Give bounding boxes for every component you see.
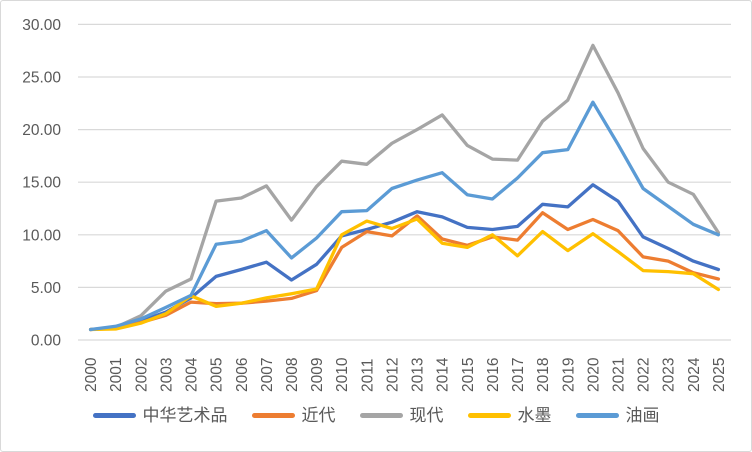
x-axis-tick-label: 2014 bbox=[435, 357, 452, 392]
x-axis-tick-label: 2004 bbox=[184, 357, 201, 392]
legend-label: 油画 bbox=[625, 406, 660, 425]
x-axis-tick-label: 2009 bbox=[309, 358, 326, 392]
x-axis-tick-label: 2000 bbox=[83, 357, 100, 392]
y-axis-tick-label: 0.00 bbox=[31, 333, 62, 350]
series-line-4 bbox=[88, 100, 721, 332]
y-axis-tick-label: 20.00 bbox=[22, 122, 61, 139]
legend-label: 水墨 bbox=[517, 406, 552, 425]
legend-line-swatch bbox=[251, 413, 295, 418]
y-axis-tick-label: 25.00 bbox=[22, 70, 61, 87]
x-axis-tick-label: 2019 bbox=[560, 358, 577, 392]
x-axis-tick-label: 2010 bbox=[334, 357, 351, 392]
legend-item-1: 近代 bbox=[251, 406, 336, 425]
x-axis-tick-label: 2013 bbox=[410, 358, 427, 392]
x-axis-tick-label: 2003 bbox=[158, 358, 175, 392]
legend-item-4: 油画 bbox=[575, 406, 660, 425]
x-axis-tick-label: 2011 bbox=[359, 359, 376, 392]
y-axis-tick-label: 30.00 bbox=[22, 17, 61, 34]
legend-item-3: 水墨 bbox=[467, 406, 552, 425]
series-line-3 bbox=[88, 217, 721, 332]
x-axis-tick-label: 2001 bbox=[108, 358, 125, 392]
x-axis-tick-label: 2024 bbox=[686, 357, 703, 392]
x-axis-tick-label: 2020 bbox=[585, 357, 602, 392]
x-axis-tick-label: 2002 bbox=[133, 358, 150, 392]
legend-line-swatch bbox=[467, 413, 511, 418]
series-line-0 bbox=[88, 183, 721, 332]
x-axis-tick-label: 2022 bbox=[636, 358, 653, 392]
x-axis-tick-label: 2023 bbox=[661, 358, 678, 392]
legend-line-swatch bbox=[359, 413, 403, 418]
x-axis-tick-label: 2012 bbox=[384, 358, 401, 392]
legend-label: 中华艺术品 bbox=[142, 406, 228, 425]
x-axis-tick-label: 2017 bbox=[510, 358, 527, 392]
y-axis-tick-label: 15.00 bbox=[22, 175, 61, 192]
x-axis-tick-label: 2005 bbox=[209, 358, 226, 392]
x-axis-tick-label: 2007 bbox=[259, 358, 276, 392]
legend-line-swatch bbox=[575, 413, 619, 418]
series-line-1 bbox=[88, 211, 721, 332]
x-axis-tick-label: 2021 bbox=[610, 358, 627, 392]
x-axis-tick-label: 2025 bbox=[711, 358, 728, 392]
legend-item-0: 中华艺术品 bbox=[92, 406, 228, 425]
series-line-2 bbox=[88, 43, 721, 332]
legend-line-swatch bbox=[92, 413, 136, 418]
x-axis-tick-label: 2018 bbox=[535, 358, 552, 392]
x-axis-tick-label: 2008 bbox=[284, 358, 301, 392]
chart-legend: 中华艺术品 近代 现代 水墨 油画 bbox=[1, 407, 751, 424]
x-axis-tick-label: 2016 bbox=[485, 358, 502, 392]
legend-item-2: 现代 bbox=[359, 406, 444, 425]
x-axis-tick-label: 2015 bbox=[460, 358, 477, 392]
y-axis-tick-label: 5.00 bbox=[31, 280, 62, 297]
legend-label: 现代 bbox=[409, 406, 444, 425]
y-axis-tick-label: 10.00 bbox=[22, 227, 61, 244]
x-axis-tick-label: 2006 bbox=[234, 358, 251, 392]
legend-label: 近代 bbox=[301, 406, 336, 425]
